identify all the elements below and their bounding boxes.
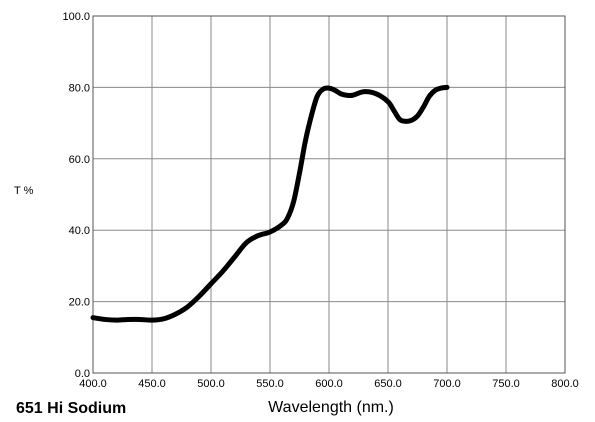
- y-axis-ticks: 0.0 20.0 40.0 60.0 80.0 100.0: [62, 11, 90, 380]
- x-axis-label: Wavelength (nm.): [268, 399, 394, 416]
- x-tick-label-4: 600.0: [315, 378, 343, 390]
- x-tick-label-8: 800.0: [551, 378, 579, 390]
- x-tick-label-0: 400.0: [79, 378, 107, 390]
- y-tick-label-3: 60.0: [69, 154, 90, 166]
- y-tick-label-2: 40.0: [69, 225, 90, 237]
- y-tick-label-1: 20.0: [69, 297, 90, 309]
- y-tick-label-0: 0.0: [75, 368, 90, 380]
- x-tick-label-7: 750.0: [492, 378, 520, 390]
- y-axis-label: T %: [14, 185, 34, 197]
- x-tick-label-2: 500.0: [197, 378, 225, 390]
- x-tick-label-1: 450.0: [138, 378, 166, 390]
- x-tick-label-3: 550.0: [256, 378, 284, 390]
- x-tick-label-6: 700.0: [433, 378, 461, 390]
- plot-frame: [92, 15, 566, 374]
- x-tick-label-5: 650.0: [374, 378, 402, 390]
- y-tick-label-5: 100.0: [62, 11, 90, 23]
- y-tick-label-4: 80.0: [69, 82, 90, 94]
- chart-title: 651 Hi Sodium: [16, 400, 126, 417]
- series-layer: [90, 84, 450, 323]
- series-line-0: [90, 84, 450, 323]
- x-axis-ticks: 400.0 450.0 500.0 550.0 600.0 650.0 700.0 750.0…: [79, 378, 579, 390]
